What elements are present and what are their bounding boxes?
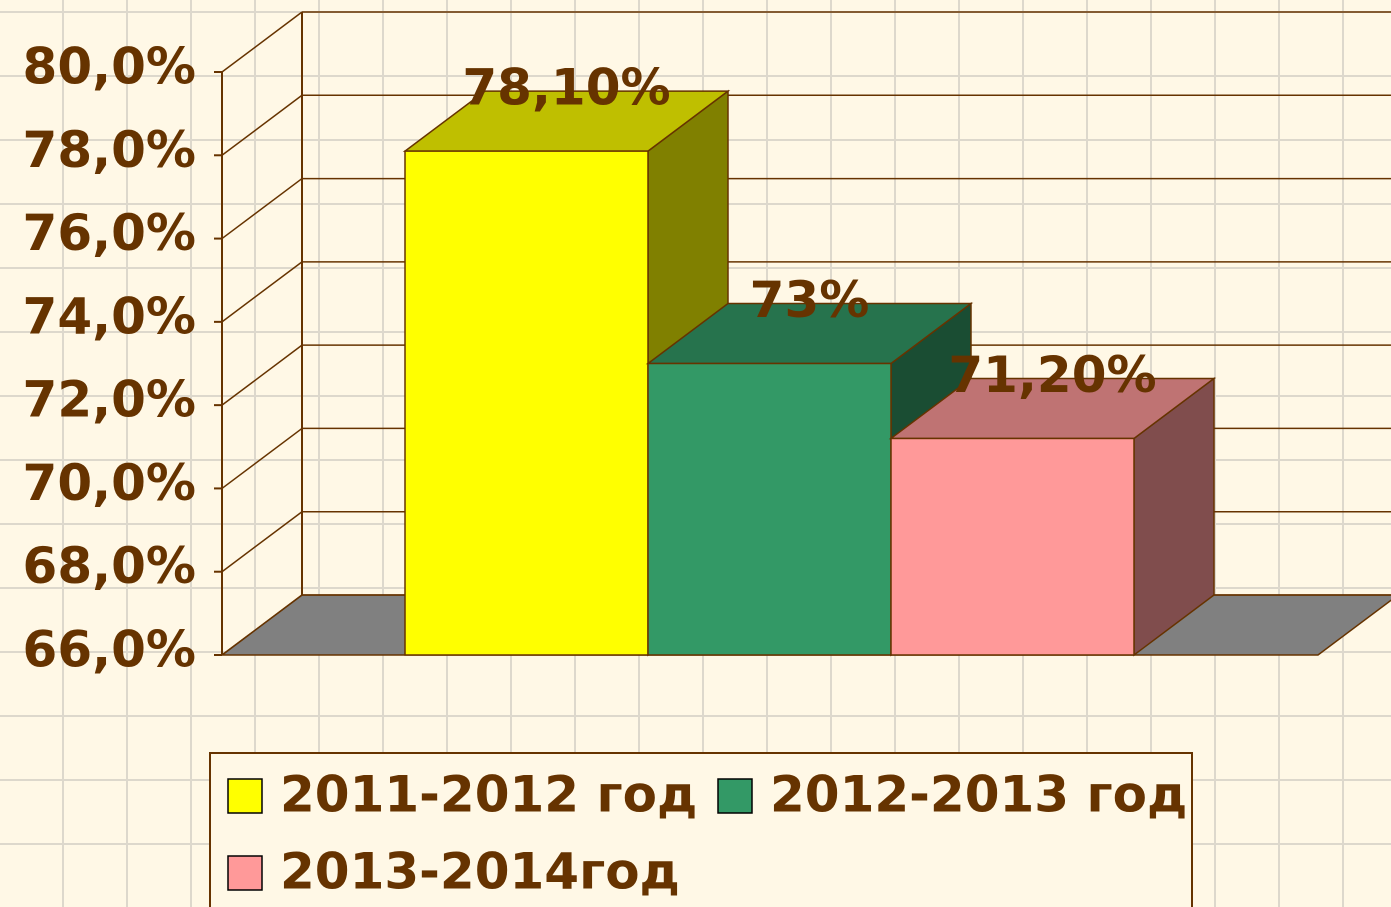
legend: [209, 752, 1193, 907]
legend-swatch: [717, 778, 753, 814]
legend-swatch: [227, 778, 263, 814]
bar: [404, 150, 649, 656]
grid-line: [221, 94, 303, 156]
y-tick-label: 66,0%: [23, 621, 196, 679]
grid-line: [221, 427, 303, 490]
value-label: 71,20%: [948, 346, 1156, 404]
grid-line: [221, 177, 303, 240]
grid-line: [221, 594, 303, 656]
value-label: 78,10%: [462, 59, 670, 117]
bar: [890, 437, 1135, 656]
grid-line: [221, 344, 303, 406]
grid-line: [221, 11, 303, 73]
bar: [647, 362, 892, 656]
grid-line: [221, 261, 303, 323]
legend-label: 2012-2013 год: [770, 766, 1187, 824]
legend-label: 2011-2012 год: [280, 766, 697, 824]
value-label: 73%: [750, 271, 870, 329]
legend-label: 2013-2014год: [280, 843, 680, 901]
y-tick-label: 80,0%: [23, 38, 196, 96]
y-tick-label: 78,0%: [23, 121, 196, 179]
y-tick-label: 76,0%: [23, 204, 196, 262]
y-tick-label: 74,0%: [23, 287, 196, 345]
y-tick-label: 68,0%: [23, 537, 196, 595]
y-tick-label: 72,0%: [23, 371, 196, 429]
grid-line: [221, 511, 303, 573]
y-tick-label: 70,0%: [23, 454, 196, 512]
legend-swatch: [227, 855, 263, 891]
